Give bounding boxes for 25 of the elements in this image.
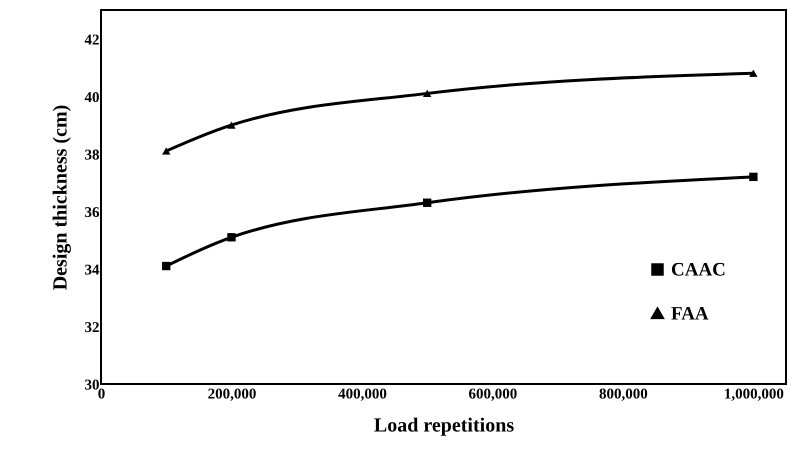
point [423, 90, 432, 98]
x-tick-label: 0 [98, 386, 106, 402]
point [749, 172, 758, 182]
legend-label: FAA [671, 304, 709, 324]
y-tick-label: 30 [84, 378, 100, 394]
y-tick-label: 32 [84, 320, 100, 336]
y-tick-label: 34 [84, 262, 100, 278]
legend-label: CAAC [671, 260, 726, 280]
y-tick-label: 40 [84, 90, 100, 106]
point [227, 121, 236, 129]
point [227, 233, 236, 242]
x-tick-label: 800,000 [599, 386, 648, 402]
point [162, 147, 170, 155]
point [423, 198, 432, 207]
y-tick-label: 36 [84, 204, 100, 221]
y-tick-label: 42 [84, 32, 100, 48]
point [749, 70, 758, 77]
y-axis-title: Design thickness (cm) [50, 104, 72, 290]
y-tick-label: 38 [84, 147, 100, 164]
x-tick-label: 600,000 [468, 386, 518, 402]
x-tick-label: 200,000 [208, 386, 256, 402]
point [162, 262, 170, 270]
x-tick-label: 1,000,000 [724, 386, 784, 402]
x-tick-label: 400,000 [338, 386, 387, 402]
x-axis-title: Load repetitions [374, 414, 514, 436]
